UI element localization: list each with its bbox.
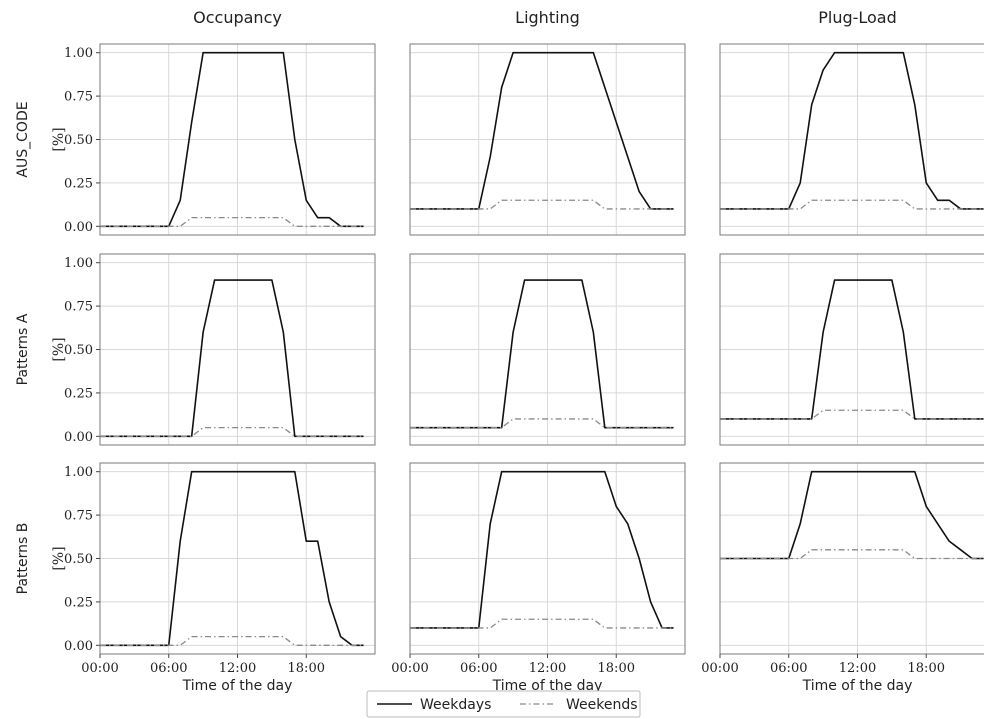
x-tick-label: 06:00 <box>150 661 187 676</box>
series-line-weekends <box>410 618 674 629</box>
y-axis-label: [%] <box>51 127 67 151</box>
panel: 0.00 0.25 0.50 0.75 1.00 [%] <box>51 253 376 446</box>
chart-root: Occupancy Lighting Plug-Load AUS_CODE Patter… <box>15 8 984 718</box>
panel: 0.00 0.25 0.50 0.75 1.00 [%] <box>51 43 376 236</box>
x-tick-label: 12:00 <box>839 661 876 676</box>
x-tick-label: 06:00 <box>460 661 497 676</box>
row-label: AUS_CODE <box>15 101 31 177</box>
panel: 0.00 0.25 0.50 0.75 1.00 [%] 00:00 06:00 12:00 18… <box>51 462 376 694</box>
legend-label-weekdays: Weekdays <box>420 697 491 713</box>
column-title: Plug-Load <box>818 8 897 27</box>
column-title: Occupancy <box>193 8 282 27</box>
row-label: Patterns B <box>15 523 31 595</box>
y-tick-label: 0.25 <box>64 386 93 401</box>
panel <box>409 253 686 446</box>
series-line-weekends <box>720 409 984 420</box>
x-tick-label: 18:00 <box>288 661 325 676</box>
column-title: Lighting <box>515 8 580 27</box>
panel: 00:00 06:00 12:00 18:00 Time of the day <box>701 462 984 694</box>
y-axis-label: [%] <box>51 337 67 361</box>
legend-label-weekends: Weekends <box>566 697 638 713</box>
series-line-weekdays <box>410 279 674 429</box>
x-tick-label: 18:00 <box>908 661 945 676</box>
y-tick-label: 0.75 <box>64 90 93 105</box>
series-line-weekdays <box>100 279 364 438</box>
panel <box>719 253 984 446</box>
series-line-weekdays <box>720 51 984 210</box>
legend: Weekdays Weekends <box>366 690 641 718</box>
y-tick-label: 0.50 <box>64 343 93 358</box>
series-line-weekends <box>720 549 984 560</box>
y-tick-label: 0.50 <box>64 552 93 567</box>
panel-frame <box>409 253 686 446</box>
series-line-weekends <box>410 199 674 210</box>
series-line-weekends <box>100 216 364 227</box>
legend-box <box>366 690 641 718</box>
panel-frame <box>409 43 686 236</box>
x-axis-label: Time of the day <box>182 678 293 694</box>
y-tick-label: 1.00 <box>64 46 93 61</box>
y-tick-label: 0.75 <box>64 300 93 315</box>
series-line-weekdays <box>410 51 674 210</box>
row-label: Patterns A <box>15 313 31 385</box>
x-tick-label: 00:00 <box>701 661 738 676</box>
y-tick-label: 0.25 <box>64 595 93 610</box>
y-tick-label: 0.00 <box>64 639 93 654</box>
y-tick-label: 1.00 <box>64 465 93 480</box>
panel: 00:00 06:00 12:00 18:00 Time of the day <box>391 462 686 694</box>
y-tick-label: 0.25 <box>64 176 93 191</box>
y-tick-label: 0.50 <box>64 133 93 148</box>
x-tick-label: 12:00 <box>219 661 256 676</box>
y-tick-label: 0.00 <box>64 220 93 235</box>
x-tick-label: 18:00 <box>598 661 635 676</box>
series-line-weekends <box>720 199 984 210</box>
x-axis-label: Time of the day <box>492 678 603 694</box>
series-line-weekends <box>100 635 364 646</box>
y-tick-label: 0.00 <box>64 430 93 445</box>
x-tick-label: 12:00 <box>529 661 566 676</box>
x-tick-label: 00:00 <box>391 661 428 676</box>
panel <box>719 43 984 236</box>
x-tick-label: 06:00 <box>770 661 807 676</box>
y-axis-label: [%] <box>51 546 67 570</box>
series-line-weekdays <box>410 470 674 629</box>
x-tick-label: 00:00 <box>81 661 118 676</box>
series-line-weekends <box>100 426 364 437</box>
panel-frame <box>719 43 984 236</box>
panel <box>409 43 686 236</box>
series-line-weekends <box>410 418 674 429</box>
y-tick-label: 0.75 <box>64 509 93 524</box>
panel-frame <box>719 253 984 446</box>
y-tick-label: 1.00 <box>64 256 93 271</box>
x-axis-label: Time of the day <box>802 678 913 694</box>
